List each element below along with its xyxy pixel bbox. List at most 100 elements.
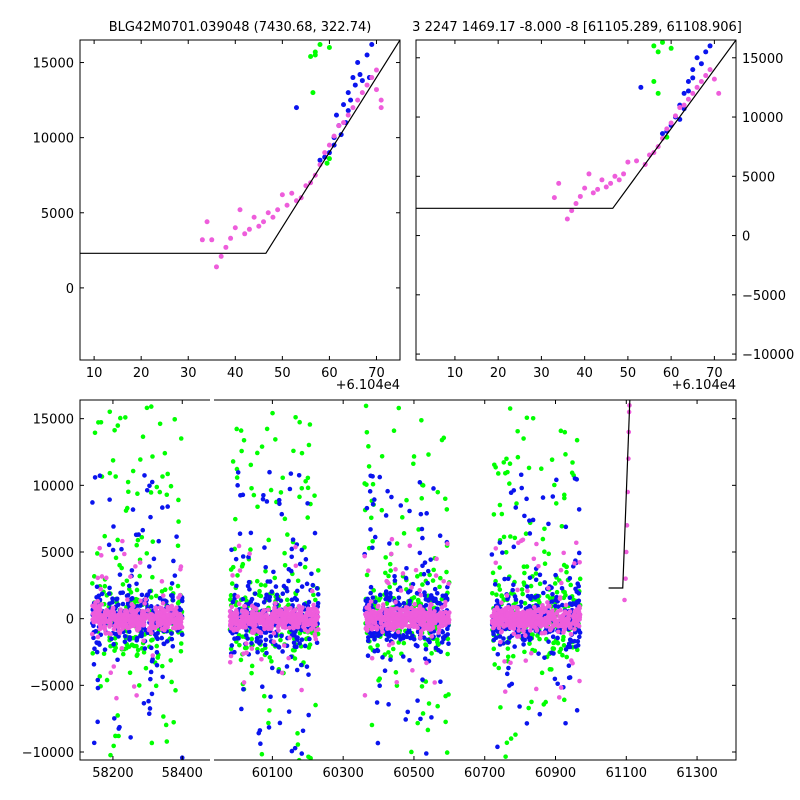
green-point [104,677,110,683]
blue-point [431,486,436,491]
pink-point [308,618,313,624]
green-point [115,537,120,543]
blue-point [306,599,312,605]
blue-point [419,526,425,532]
green-point [552,482,557,488]
pink-point [280,624,286,630]
zoom-right: 10 20 30 40 50 60 70 −10000 −5000 0 5000 10000 15000… [415,39,794,393]
green-point [257,588,262,594]
pink-point [446,581,451,587]
blue-point [263,564,268,570]
green-point [508,736,514,741]
pink-point [369,75,375,81]
green-point [306,754,311,760]
pink-point [378,618,384,623]
pink-point [623,576,628,581]
blue-point [149,479,155,485]
blue-point [383,513,389,518]
blue-point [298,662,304,668]
pink-point [685,96,691,102]
pink-point [298,618,304,623]
blue-point [154,662,160,668]
pink-point [127,613,133,618]
green-point [248,547,253,552]
pink-point [331,133,337,139]
green-point [526,465,532,471]
blue-point [423,646,429,652]
pink-point [322,150,328,156]
pink-point [412,601,418,607]
green-point [161,714,166,719]
blue-point [276,497,282,503]
green-point [401,640,407,646]
pink-point [369,626,375,632]
pink-point [134,693,139,698]
blue-point [527,603,532,609]
zoom-right-marks [416,40,736,222]
green-point [570,460,575,465]
blue-point [94,649,100,655]
pink-point [575,621,581,627]
green-point [369,722,375,728]
pink-point [504,622,509,628]
green-point [659,40,665,45]
blue-point [295,588,300,594]
pink-point [120,622,126,627]
green-point [568,582,574,588]
pink-point [143,597,148,602]
y-tick-label: 0 [66,613,74,628]
green-point [239,448,244,454]
green-point [565,787,570,792]
blue-point [372,534,378,540]
blue-point [333,112,339,118]
y-tick-label: 5000 [742,170,775,185]
green-point [120,582,126,587]
green-point [370,538,375,544]
x-tick-label: 40 [576,366,593,381]
green-point [435,760,440,765]
green-point [497,565,502,570]
blue-point [106,591,112,596]
pink-point [622,597,627,603]
blue-point [512,644,517,649]
blue-point [524,584,530,589]
green-point [387,561,393,567]
blue-point [373,599,378,605]
pink-point [281,616,287,621]
x-tick-label: 61300 [676,766,717,781]
blue-point [350,75,356,81]
blue-point [91,662,97,667]
green-point [560,637,566,643]
pink-point [167,607,173,612]
pink-point [312,633,318,639]
pink-point [287,611,292,617]
pink-point [126,625,132,631]
blue-point [659,131,665,137]
blue-point [495,744,500,750]
green-point [254,450,260,456]
blue-point [255,636,260,641]
blue-point [575,643,581,648]
pink-point [515,605,521,611]
pink-point [502,689,508,694]
pink-point [138,616,143,622]
pink-point [379,626,385,631]
pink-point [171,611,177,617]
pink-point [577,193,583,199]
green-point [505,646,511,651]
blue-point [370,474,375,479]
green-point [90,651,96,656]
green-point [310,90,316,96]
blue-point [255,649,260,655]
green-point [368,515,374,521]
full-lightcurve: 58200 58400 60100 60300 60500 60700 60900 61100… [22,399,737,792]
pink-point [89,631,95,637]
pink-point [159,621,165,626]
pink-point [427,612,433,618]
blue-point [508,490,514,496]
blue-point [263,637,269,643]
blue-point [305,501,310,506]
blue-point [690,75,696,81]
green-point [554,589,560,595]
pink-point [276,621,282,627]
